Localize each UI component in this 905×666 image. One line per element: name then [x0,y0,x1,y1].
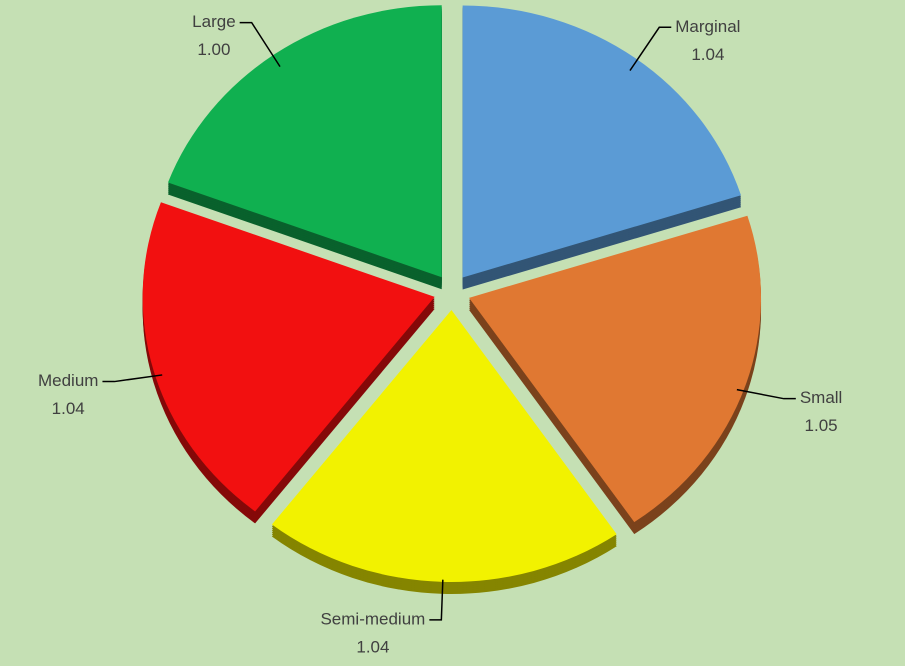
leader-line [629,26,672,72]
data-label-name: Large [192,12,235,31]
data-label-name: Medium [38,371,98,390]
leader-line [429,579,444,621]
data-label-value: 1.04 [691,45,724,64]
data-label-value: 1.04 [356,637,389,656]
data-label-value: 1.04 [52,399,85,418]
data-label-name: Small [800,388,843,407]
leader-line [102,374,163,383]
leader-line [239,21,281,68]
data-label-value: 1.00 [197,40,230,59]
slice [167,5,442,278]
data-label-name: Marginal [675,17,740,36]
data-label-value: 1.05 [805,416,838,435]
slice [469,215,762,523]
slice [142,202,435,512]
data-label-name: Semi-medium [320,609,425,628]
leader-line [736,388,796,400]
slice [271,309,617,582]
slice [462,5,741,278]
